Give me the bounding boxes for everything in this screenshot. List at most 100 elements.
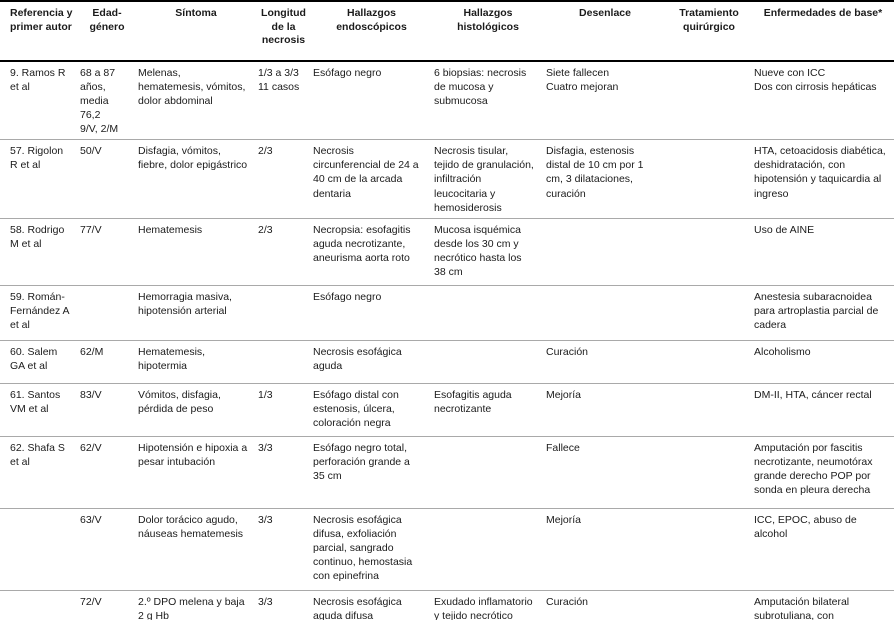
table-cell: 1/3 a 3/3 11 casos <box>258 67 300 94</box>
table-cell <box>432 507 544 591</box>
table-cell <box>256 339 311 384</box>
table-cell: 3/3 <box>256 435 311 509</box>
table-cell: Esófago negro <box>311 284 432 341</box>
table-cell: Anestesia subaracnoidea para artroplasti… <box>752 284 894 341</box>
table-cell: 3/3 <box>256 507 311 591</box>
table-row: 72/V 2.º DPO melena y baja 2 g Hb 3/3 Ne… <box>0 589 894 620</box>
table-cell: Melenas, hematemesis, vómitos, dolor abd… <box>138 67 246 108</box>
table-cell: ICC, EPOC, abuso de alcohol <box>752 507 894 591</box>
table-row: 61. Santos VM et al 83/V Vómitos, disfag… <box>0 382 894 437</box>
table-cell: 72/V <box>78 589 136 620</box>
table-cell <box>432 435 544 509</box>
table-cell: Fallece <box>544 435 666 509</box>
table-cell: Exudado inflamatorio y tejido necrótico <box>432 589 544 620</box>
table-cell: Amputación por fascitis necrotizante, ne… <box>752 435 894 509</box>
table-cell: Curación <box>544 589 666 620</box>
table-row: 57. Rigolon R et al 50/V Disfagia, vómit… <box>0 139 894 219</box>
table-cell: 62/M <box>78 339 136 384</box>
table-cell: Hipotensión e hipoxia a pesar intubación <box>136 435 256 509</box>
table-cell: 60. Salem GA et al <box>0 339 78 384</box>
table-cell <box>666 284 752 341</box>
table-cell: Esófago negro <box>313 67 382 79</box>
table-cell: Mejoría <box>544 507 666 591</box>
table-cell: 2/3 <box>256 139 311 219</box>
table-cell: 62. Shafa S et al <box>0 435 78 509</box>
table-cell: 59. Román-Fernández A et al <box>0 284 78 341</box>
table-cell: Esofagitis aguda necrotizante <box>432 382 544 437</box>
table-cell: Nueve con ICC Dos con cirrosis hepáticas <box>754 67 877 94</box>
table-cell: 77/V <box>78 217 136 286</box>
table-row: 60. Salem GA et al 62/M Hematemesis, hip… <box>0 339 894 384</box>
table-cell: 62/V <box>78 435 136 509</box>
table-cell: HTA, cetoacidosis diabética, deshidratac… <box>752 139 894 219</box>
table-cell <box>432 339 544 384</box>
table-cell: Amputación bilateral subrotuliana, con h… <box>752 589 894 620</box>
table-cell: 9. Ramos R et al <box>10 67 66 94</box>
column-header-desenlace: Desenlace <box>544 1 666 62</box>
table-cell: 83/V <box>78 382 136 437</box>
table-cell <box>544 217 666 286</box>
table-row: 9. Ramos R et al 68 a 87 años, media 76,… <box>0 61 894 140</box>
column-header-longitud-necrosis: Longitud de la necrosis <box>256 1 311 62</box>
table-cell: Hematemesis, hipotermia <box>136 339 256 384</box>
table-cell: Necropsia: esofagitis aguda necrotizante… <box>311 217 432 286</box>
table-cell: Esófago negro total, perforación grande … <box>311 435 432 509</box>
table-cell: 68 a 87 años, media 76,2 9/V, 2/M <box>80 67 119 136</box>
table-cell: 57. Rigolon R et al <box>0 139 78 219</box>
table-cell: 2/3 <box>256 217 311 286</box>
table-cell <box>432 284 544 341</box>
table-cell: 3/3 <box>256 589 311 620</box>
table-cell: Necrosis esofágica aguda difusa <box>311 589 432 620</box>
column-header-enfermedades-de-base: Enfermedades de base* <box>752 1 894 62</box>
table-cell: Necrosis circunferencial de 24 a 40 cm d… <box>311 139 432 219</box>
column-header-referencia: Referencia y primer autor <box>0 1 78 62</box>
table-cell <box>666 339 752 384</box>
table-cell <box>256 284 311 341</box>
table-row: 63/V Dolor torácico agudo, náuseas hemat… <box>0 507 894 591</box>
table-cell: 6 biopsias: necrosis de mucosa y submuco… <box>434 67 527 108</box>
table-cell: 2.º DPO melena y baja 2 g Hb <box>136 589 256 620</box>
table-cell <box>544 284 666 341</box>
table-cell: Mucosa isquémica desde los 30 cm y necró… <box>432 217 544 286</box>
table-cell: 63/V <box>78 507 136 591</box>
table-cell <box>0 589 78 620</box>
table-cell <box>666 139 752 219</box>
table-cell: Vómitos, disfagia, pérdida de peso <box>136 382 256 437</box>
table-cell: Necrosis esofágica difusa, exfoliación p… <box>311 507 432 591</box>
table-row: 58. Rodrigo M et al 77/V Hematemesis 2/3… <box>0 217 894 286</box>
table-cell: 58. Rodrigo M et al <box>0 217 78 286</box>
table-cell: 50/V <box>78 139 136 219</box>
table-header-row: Referencia y primer autor Edad-género Sí… <box>0 1 894 62</box>
table-cell: Disfagia, estenosis distal de 10 cm por … <box>544 139 666 219</box>
table-cell: Necrosis esofágica aguda <box>311 339 432 384</box>
table-row: 59. Román-Fernández A et al Hemorragia m… <box>0 284 894 341</box>
table-cell: Necrosis tisular, tejido de granulación,… <box>432 139 544 219</box>
column-header-edad-genero: Edad-género <box>78 1 136 62</box>
table-cell <box>666 589 752 620</box>
table-cell: Esófago distal con estenosis, úlcera, co… <box>311 382 432 437</box>
table-cell: Siete fallecen Cuatro mejoran <box>546 67 619 94</box>
table-cell: DM-II, HTA, cáncer rectal <box>752 382 894 437</box>
table-cell: Uso de AINE <box>752 217 894 286</box>
table-cell: Hemorragia masiva, hipotensión arterial <box>136 284 256 341</box>
table-cell <box>0 507 78 591</box>
table-cell: Hematemesis <box>136 217 256 286</box>
table-cell <box>78 284 136 341</box>
table-cell <box>666 382 752 437</box>
column-header-hallazgos-histologicos: Hallazgos histológicos <box>432 1 544 62</box>
table-cell <box>666 435 752 509</box>
column-header-tratamiento-quirurgico: Tratamiento quirúrgico <box>666 1 752 62</box>
table-cell: Curación <box>544 339 666 384</box>
table-cell: 1/3 <box>256 382 311 437</box>
table-cell <box>666 61 752 140</box>
table-cell <box>666 507 752 591</box>
table-cell: Mejoría <box>544 382 666 437</box>
table-cell: Alcoholismo <box>752 339 894 384</box>
table-cell: 61. Santos VM et al <box>0 382 78 437</box>
column-header-hallazgos-endoscopicos: Hallazgos endoscópicos <box>311 1 432 62</box>
table-cell: Disfagia, vómitos, fiebre, dolor epigást… <box>136 139 256 219</box>
column-header-sintoma: Síntoma <box>136 1 256 62</box>
table-cell: Dolor torácico agudo, náuseas hematemesi… <box>136 507 256 591</box>
